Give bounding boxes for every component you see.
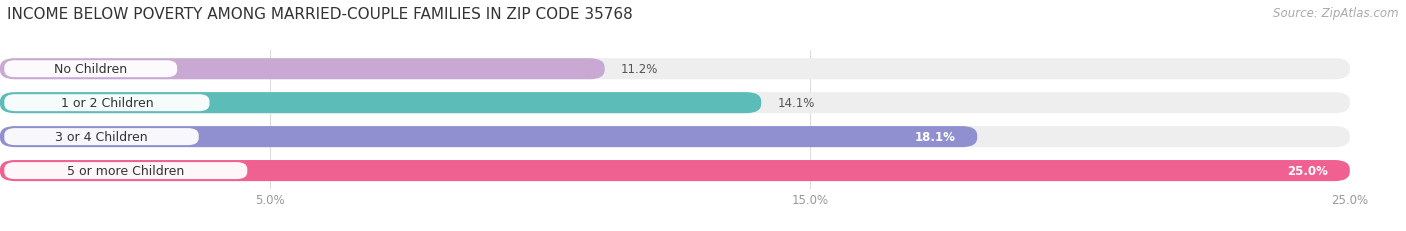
FancyBboxPatch shape bbox=[4, 129, 198, 146]
Text: INCOME BELOW POVERTY AMONG MARRIED-COUPLE FAMILIES IN ZIP CODE 35768: INCOME BELOW POVERTY AMONG MARRIED-COUPL… bbox=[7, 7, 633, 22]
Text: 1 or 2 Children: 1 or 2 Children bbox=[60, 97, 153, 110]
Text: 3 or 4 Children: 3 or 4 Children bbox=[55, 131, 148, 143]
Text: 14.1%: 14.1% bbox=[778, 97, 815, 110]
Text: 5 or more Children: 5 or more Children bbox=[67, 164, 184, 177]
Text: 25.0%: 25.0% bbox=[1288, 164, 1329, 177]
FancyBboxPatch shape bbox=[0, 160, 1350, 181]
FancyBboxPatch shape bbox=[4, 95, 209, 112]
FancyBboxPatch shape bbox=[0, 93, 761, 114]
FancyBboxPatch shape bbox=[0, 59, 605, 80]
Text: 18.1%: 18.1% bbox=[915, 131, 956, 143]
FancyBboxPatch shape bbox=[4, 61, 177, 78]
FancyBboxPatch shape bbox=[0, 93, 1350, 114]
Text: 11.2%: 11.2% bbox=[621, 63, 658, 76]
FancyBboxPatch shape bbox=[0, 160, 1350, 181]
FancyBboxPatch shape bbox=[0, 59, 1350, 80]
Text: No Children: No Children bbox=[55, 63, 128, 76]
Text: Source: ZipAtlas.com: Source: ZipAtlas.com bbox=[1274, 7, 1399, 20]
FancyBboxPatch shape bbox=[0, 127, 1350, 148]
FancyBboxPatch shape bbox=[4, 162, 247, 179]
FancyBboxPatch shape bbox=[0, 127, 977, 148]
